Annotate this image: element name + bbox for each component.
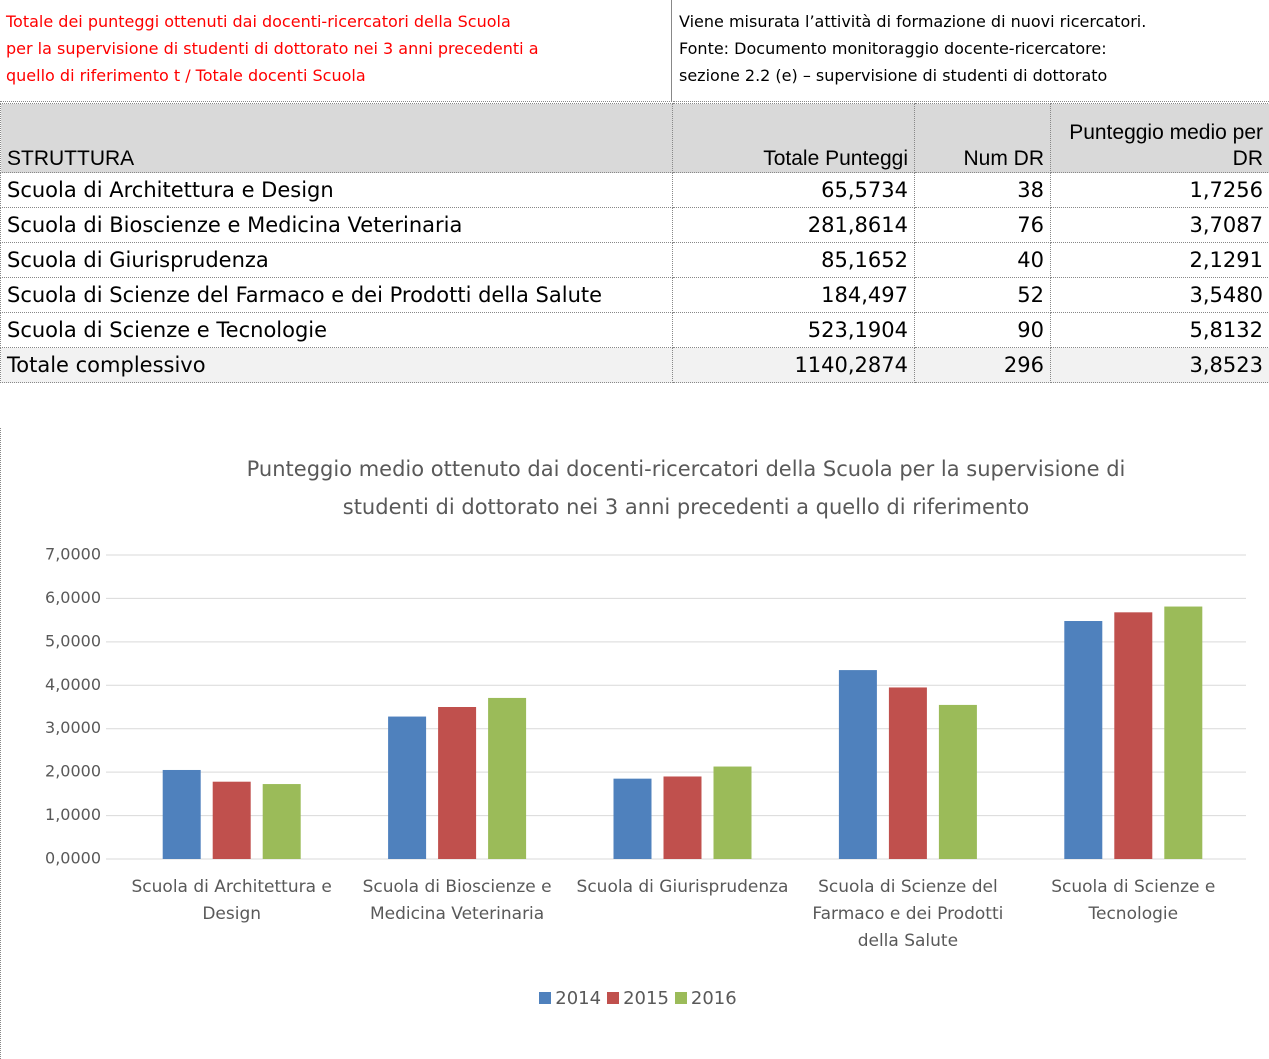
legend: 2014 2015 2016 (1, 988, 1269, 1009)
bar (212, 781, 251, 859)
table-cell: STRUTTURA (0, 103, 673, 173)
table: STRUTTURA Totale Punteggi Num DR Punteggio … (0, 103, 1269, 383)
table-cell: 281,8614 (672, 207, 915, 243)
definition-line: Totale dei punteggi ottenuti dai docenti… (6, 12, 511, 31)
bar (162, 769, 201, 859)
x-tick-label: Scuola di Scienze del Farmaco e dei Prod… (812, 877, 1004, 951)
y-tick-label: 7,0000 (45, 545, 101, 564)
y-tick-label: 5,0000 (45, 631, 101, 650)
description-line: Viene misurata l’attività di formazione … (679, 12, 1147, 31)
description: Viene misurata l’attività di formazione … (673, 0, 1269, 102)
table-cell: 3,5480 (1050, 277, 1269, 313)
bar (838, 670, 877, 859)
table-cell: 52 (914, 277, 1051, 313)
table-cell: 90 (914, 312, 1051, 348)
bar (613, 778, 652, 859)
table-cell: 296 (914, 347, 1051, 383)
table-cell: Scuola di Giurisprudenza (0, 242, 673, 278)
table-cell: 184,497 (672, 277, 915, 313)
table-cell: Num DR (914, 103, 1051, 173)
definition-line: quello di riferimento t / Totale docenti… (6, 66, 366, 85)
legend-swatch (539, 992, 552, 1004)
legend-swatch (674, 992, 687, 1004)
table-cell: 3,7087 (1050, 207, 1269, 243)
bar (488, 697, 527, 859)
description-line: Fonte: Documento monitoraggio docente-ri… (679, 39, 1107, 58)
table-cell: 40 (914, 242, 1051, 278)
bar (1114, 612, 1153, 859)
y-tick-label: 3,0000 (45, 718, 101, 737)
table-cell: 38 (914, 172, 1051, 208)
definition: Totale dei punteggi ottenuti dai docenti… (0, 0, 672, 102)
table-cell: Totale complessivo (0, 347, 673, 383)
table-cell: Scuola di Scienze e Tecnologie (0, 312, 673, 348)
table-cell: 1140,2874 (672, 347, 915, 383)
table-cell: Scuola di Scienze del Farmaco e dei Prod… (0, 277, 673, 313)
x-tick-label: Scuola di Scienze e Tecnologie (1051, 877, 1216, 924)
legend-label: 2016 (690, 988, 737, 1009)
table-cell: 1,7256 (1050, 172, 1269, 208)
table-cell: 76 (914, 207, 1051, 243)
table-row: Totale complessivo 1140,2874 296 3,8523 (0, 347, 1269, 383)
table-cell: 85,1652 (672, 242, 915, 278)
bar (938, 704, 977, 859)
x-tick-label: Scuola di Bioscienze e Medicina Veterina… (362, 877, 552, 924)
legend-swatch (607, 992, 620, 1004)
x-tick-label: Scuola di Giurisprudenza (576, 877, 789, 897)
table-row: Scuola di Giurisprudenza 85,1652 40 2,1291 (0, 242, 1269, 278)
bar (262, 784, 301, 859)
table-cell: Punteggio medio per DR (1050, 103, 1269, 173)
chart-svg: 0,0000 1,0000 2,0000 3,0000 4,0000 5,0000 6,00… (45, 545, 1246, 868)
chart-title: Punteggio medio ottenuto dai docenti-ric… (246, 457, 1126, 519)
bar (388, 716, 427, 859)
table-cell: 65,5734 (672, 172, 915, 208)
definition-line: per la supervisione di studenti di dotto… (6, 39, 539, 58)
table-cell: 5,8132 (1050, 312, 1269, 348)
table-row: Scuola di Scienze del Farmaco e dei Prod… (0, 277, 1269, 313)
table-row: Scuola di Bioscienze e Medicina Veterina… (0, 207, 1269, 243)
y-tick-label: 4,0000 (45, 675, 101, 694)
bar (663, 776, 702, 859)
y-tick-label: 0,0000 (45, 849, 101, 868)
table-cell: 2,1291 (1050, 242, 1269, 278)
chart: 0,0000 1,0000 2,0000 3,0000 4,0000 5,0000 6,00… (0, 428, 1269, 1059)
y-tick-label: 6,0000 (45, 588, 101, 607)
y-tick-label: 1,0000 (45, 805, 101, 824)
y-tick-label: 2,0000 (45, 762, 101, 781)
legend-label: 2014 (555, 988, 602, 1009)
bar (713, 766, 752, 859)
bar (438, 707, 477, 859)
table-cell: Totale Punteggi (672, 103, 915, 173)
table-cell: Scuola di Architettura e Design (0, 172, 673, 208)
table-row: STRUTTURA Totale Punteggi Num DR Punteggio … (0, 103, 1269, 173)
description-line: sezione 2.2 (e) – supervisione di studen… (679, 66, 1108, 85)
bar (1064, 621, 1103, 859)
table-row: Scuola di Scienze e Tecnologie 523,1904 90… (0, 312, 1269, 348)
bar (888, 687, 927, 859)
table-cell: 523,1904 (672, 312, 915, 348)
bar (1164, 606, 1203, 859)
x-tick-label: Scuola di Architettura e Design (131, 877, 332, 924)
table-row: Scuola di Architettura e Design 65,5734 38… (0, 172, 1269, 208)
legend-label: 2015 (623, 988, 669, 1009)
table-cell: 3,8523 (1050, 347, 1269, 383)
table-cell: Scuola di Bioscienze e Medicina Veterina… (0, 207, 673, 243)
